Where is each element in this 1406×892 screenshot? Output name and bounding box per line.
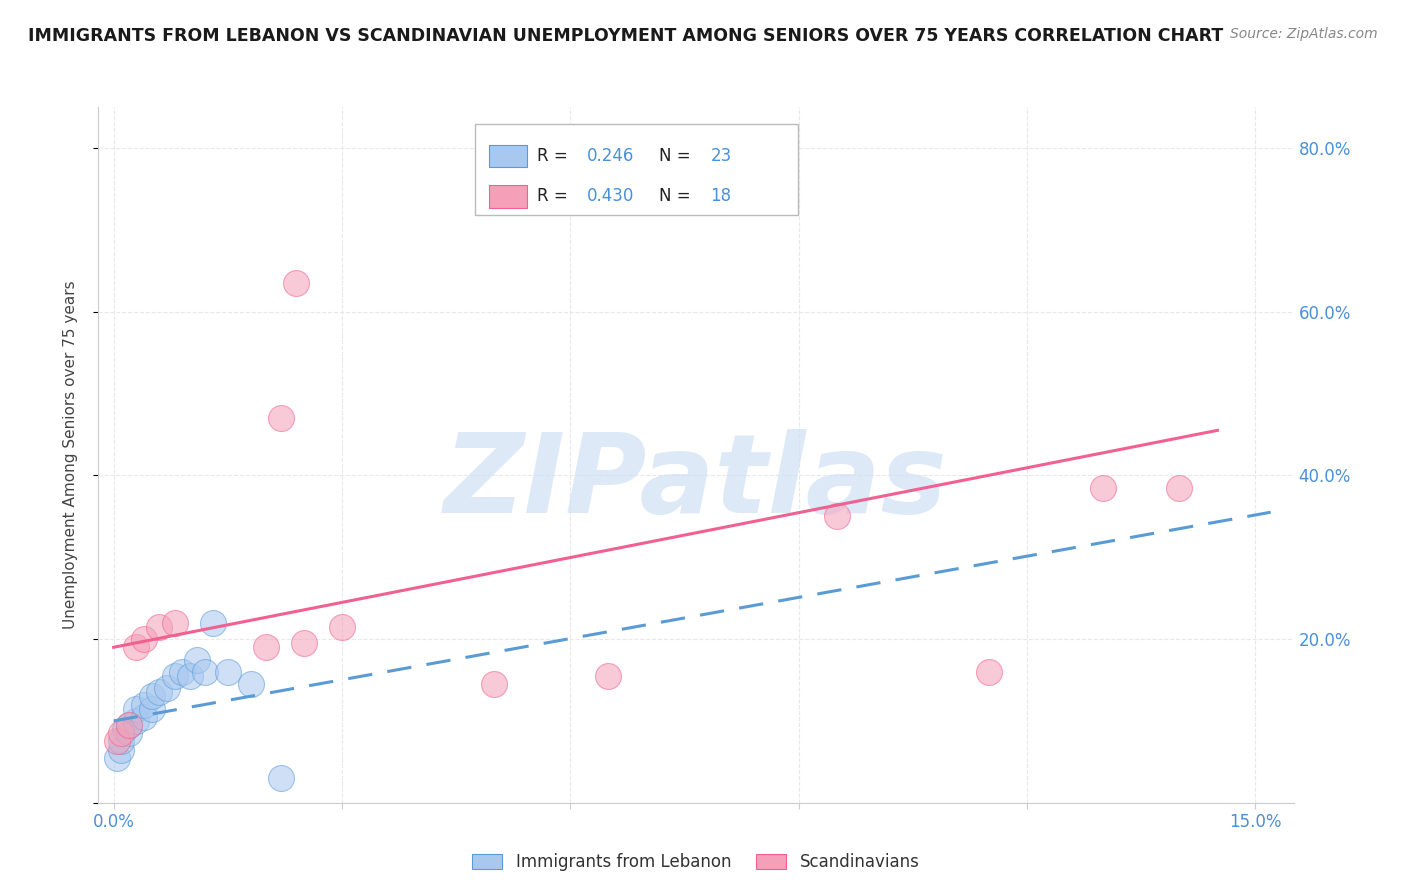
Point [217,665,239,679]
Point [141,701,163,715]
Point [125,640,148,655]
Point [163,615,186,630]
Point [285,276,308,290]
Point [201,615,224,630]
Text: N =: N = [659,147,696,165]
Text: 0.430: 0.430 [588,187,634,205]
Point [977,665,1000,679]
Point [1092,481,1115,495]
Point [132,632,155,646]
Point [107,751,129,765]
Point [1168,481,1191,495]
Point [292,636,315,650]
Point [194,665,217,679]
FancyBboxPatch shape [489,145,527,167]
Point [132,710,155,724]
Point [330,620,353,634]
Text: N =: N = [659,187,696,205]
Point [141,690,163,704]
Text: 23: 23 [710,147,731,165]
Point [110,734,132,748]
Point [118,718,141,732]
Y-axis label: Unemployment Among Seniors over 75 years: Unemployment Among Seniors over 75 years [63,281,77,629]
Point [825,509,848,524]
Point [118,726,141,740]
Text: Source: ZipAtlas.com: Source: ZipAtlas.com [1230,27,1378,41]
Text: ZIPatlas: ZIPatlas [444,429,948,536]
Point [254,640,277,655]
Point [118,718,141,732]
Point [132,698,155,712]
Point [186,652,208,666]
Point [156,681,179,696]
Point [125,714,148,728]
Point [172,665,194,679]
FancyBboxPatch shape [475,124,797,215]
FancyBboxPatch shape [489,186,527,208]
Point [484,677,506,691]
Point [270,411,292,425]
Point [163,669,186,683]
Point [114,722,136,736]
Text: R =: R = [537,187,574,205]
Text: IMMIGRANTS FROM LEBANON VS SCANDINAVIAN UNEMPLOYMENT AMONG SENIORS OVER 75 YEARS: IMMIGRANTS FROM LEBANON VS SCANDINAVIAN … [28,27,1223,45]
Text: R =: R = [537,147,574,165]
Point [598,669,620,683]
Point [179,669,201,683]
Text: 18: 18 [710,187,731,205]
Point [270,771,292,785]
Point [239,677,262,691]
Point [125,701,148,715]
Point [148,620,170,634]
Legend: Immigrants from Lebanon, Scandinavians: Immigrants from Lebanon, Scandinavians [465,847,927,878]
Point [110,742,132,756]
Text: 0.246: 0.246 [588,147,634,165]
Point [148,685,170,699]
Point [107,734,129,748]
Point [110,726,132,740]
